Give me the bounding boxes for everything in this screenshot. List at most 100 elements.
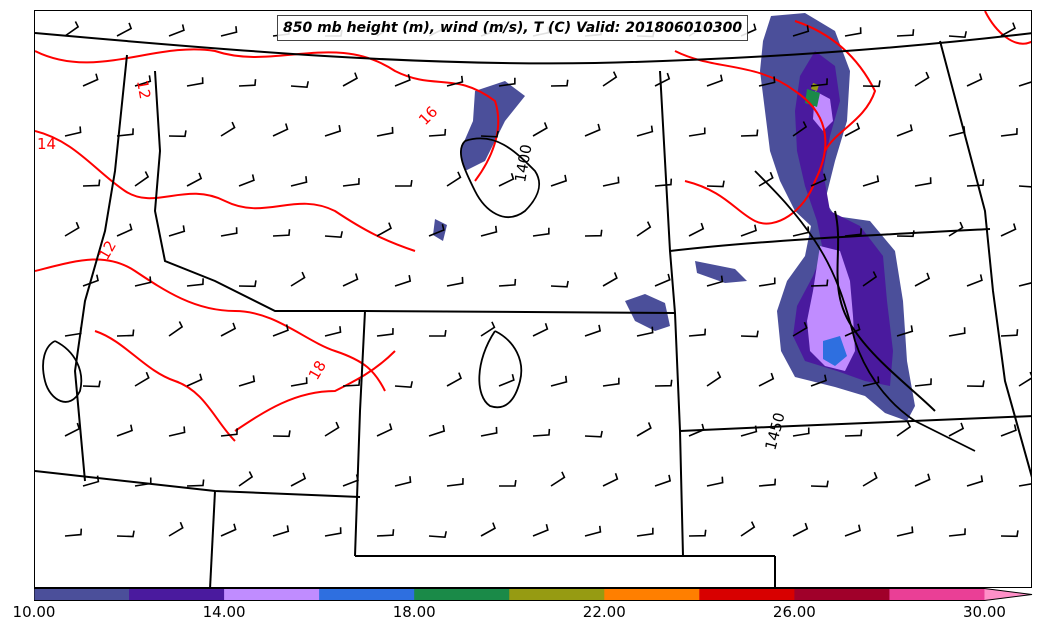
wind-barb xyxy=(498,278,517,287)
wind-barb xyxy=(446,276,464,287)
wind-barb xyxy=(64,528,83,537)
wind-barb xyxy=(688,222,705,237)
wind-barb xyxy=(966,475,984,487)
wind-barb xyxy=(446,75,464,87)
wind-barb xyxy=(220,322,237,337)
wind-barb xyxy=(1018,81,1031,87)
wind-barb xyxy=(862,175,880,187)
wind-barb xyxy=(82,179,101,187)
temp-contour-top xyxy=(984,11,1031,45)
colorbar-extend-arrow xyxy=(984,588,1032,601)
wind-barb xyxy=(395,179,413,187)
wind-barb xyxy=(792,121,808,137)
wind-barb xyxy=(324,421,340,437)
wind-barb xyxy=(706,275,724,287)
temp-label-16: 16 xyxy=(415,103,441,129)
wind-barb xyxy=(740,425,758,437)
colorbar-tick-label: 30.00 xyxy=(962,603,1006,621)
wind-barb xyxy=(342,178,360,187)
wind-barb xyxy=(896,325,914,337)
wind-barb xyxy=(654,379,673,387)
wind-barb xyxy=(532,122,548,137)
wind-barb xyxy=(914,272,931,287)
temp-contour-12 xyxy=(35,258,386,392)
wind-barb xyxy=(342,72,358,87)
wind-barb xyxy=(1000,22,1016,37)
wind-barb xyxy=(428,223,445,237)
wind-barb xyxy=(844,323,861,337)
colorbar-bin xyxy=(889,588,985,601)
wind-barb xyxy=(654,72,671,87)
wind-barb xyxy=(480,225,498,237)
height-contour-1400 xyxy=(460,137,540,218)
colorbar-tick-label: 22.00 xyxy=(582,603,626,621)
wind-barb xyxy=(532,227,550,237)
colorbar-bin xyxy=(224,588,320,601)
wind-barb xyxy=(914,378,932,387)
wind-barb xyxy=(134,371,150,387)
wind-barb xyxy=(844,122,861,137)
wind-barb xyxy=(324,527,342,537)
wind-barb xyxy=(636,125,654,137)
wind-barb xyxy=(740,129,759,137)
wind-barb xyxy=(446,478,464,487)
wind-barb xyxy=(324,231,344,238)
wind-barb xyxy=(82,380,101,388)
wind-barb xyxy=(186,479,205,487)
wind-barb xyxy=(862,271,878,287)
colorbar xyxy=(34,588,1033,601)
wind-barb xyxy=(290,271,306,287)
wind-barb xyxy=(706,476,724,487)
wind-barb xyxy=(896,29,915,37)
wind-barb xyxy=(220,523,237,537)
wind-barb xyxy=(116,22,133,37)
wind-barb xyxy=(82,274,99,287)
temp-contour-18 xyxy=(234,350,396,432)
wind-barb xyxy=(758,277,776,287)
wind-barb xyxy=(810,78,828,87)
wind-barb xyxy=(862,376,880,387)
wind-barb xyxy=(550,174,568,187)
wind-barb xyxy=(1018,483,1031,487)
wind-barb xyxy=(272,324,289,337)
shade-region-small-3 xyxy=(433,219,447,241)
wind-barb xyxy=(428,531,448,538)
wind-barb xyxy=(636,527,654,537)
wind-barb xyxy=(376,423,393,437)
wind-barb xyxy=(394,73,411,87)
wind-barb xyxy=(550,375,568,387)
wind-barb xyxy=(186,172,203,187)
wind-barb xyxy=(220,26,238,37)
wind-barb xyxy=(376,222,392,237)
temp-contour-16 xyxy=(35,48,500,182)
wind-barb xyxy=(498,373,515,387)
wind-barb xyxy=(844,27,862,37)
wind-barb xyxy=(168,521,184,537)
wind-barb xyxy=(550,280,569,288)
wind-barb xyxy=(792,226,810,237)
wind-barb xyxy=(342,379,361,387)
wind-barb xyxy=(740,224,757,237)
border-wy-north xyxy=(364,310,676,314)
border-canada xyxy=(35,32,1031,65)
colorbar-bin xyxy=(34,588,130,601)
wind-barb xyxy=(238,471,254,487)
wind-barb xyxy=(82,73,99,87)
shade-region-small-4 xyxy=(695,261,747,283)
border-sd-ne xyxy=(669,228,991,252)
colorbar-tick-label: 26.00 xyxy=(772,603,816,621)
wind-barb xyxy=(64,126,82,137)
wind-barb xyxy=(654,178,673,187)
wind-barb xyxy=(792,522,809,537)
wind-barb xyxy=(966,179,985,187)
wind-barb xyxy=(290,472,307,487)
wind-barb xyxy=(1000,223,1017,237)
wind-barb xyxy=(428,425,446,437)
wind-barb xyxy=(602,71,618,87)
temp-contour-14 xyxy=(35,130,416,252)
wind-barb xyxy=(948,528,966,537)
wind-barb xyxy=(238,174,255,187)
wind-barb xyxy=(480,426,498,437)
wind-barb xyxy=(706,180,725,188)
wind-barb xyxy=(428,128,447,137)
